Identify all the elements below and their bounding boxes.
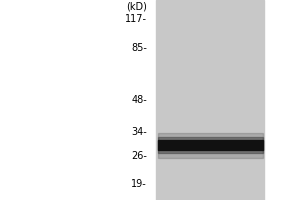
- Bar: [158, 133, 262, 158]
- Bar: [158, 140, 262, 150]
- Text: 117-: 117-: [125, 14, 147, 24]
- Bar: [156, 0, 264, 200]
- Text: 19-: 19-: [131, 179, 147, 189]
- Text: (kD): (kD): [126, 2, 147, 12]
- Text: 34-: 34-: [131, 127, 147, 137]
- Text: 48-: 48-: [131, 95, 147, 105]
- Text: 26-: 26-: [131, 151, 147, 161]
- Bar: [158, 137, 262, 153]
- Text: 85-: 85-: [131, 43, 147, 53]
